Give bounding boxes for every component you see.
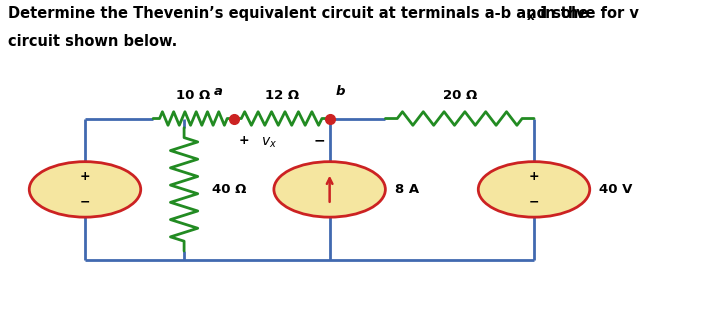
Text: Determine the Thevenin’s equivalent circuit at terminals a-b and solve for v: Determine the Thevenin’s equivalent circ… — [8, 6, 639, 21]
Text: 10 Ω: 10 Ω — [177, 89, 211, 102]
Text: 8 A: 8 A — [395, 183, 419, 196]
Text: 50 V: 50 V — [36, 183, 69, 196]
Text: 40 Ω: 40 Ω — [212, 183, 246, 196]
Text: $v_x$: $v_x$ — [261, 136, 277, 151]
Circle shape — [274, 162, 386, 217]
Text: b: b — [336, 86, 345, 99]
Text: a: a — [213, 86, 223, 99]
Circle shape — [29, 162, 141, 217]
Text: −: − — [79, 195, 90, 208]
Text: 40 V: 40 V — [599, 183, 632, 196]
Text: +: + — [79, 170, 90, 183]
Text: −: − — [313, 133, 325, 147]
Text: 12 Ω: 12 Ω — [264, 89, 298, 102]
Text: x: x — [527, 10, 534, 23]
Text: −: − — [529, 195, 540, 208]
Text: +: + — [239, 134, 250, 146]
Text: +: + — [529, 170, 540, 183]
Text: in the: in the — [535, 6, 588, 21]
Circle shape — [479, 162, 590, 217]
Text: circuit shown below.: circuit shown below. — [8, 34, 177, 49]
Text: 20 Ω: 20 Ω — [442, 89, 477, 102]
